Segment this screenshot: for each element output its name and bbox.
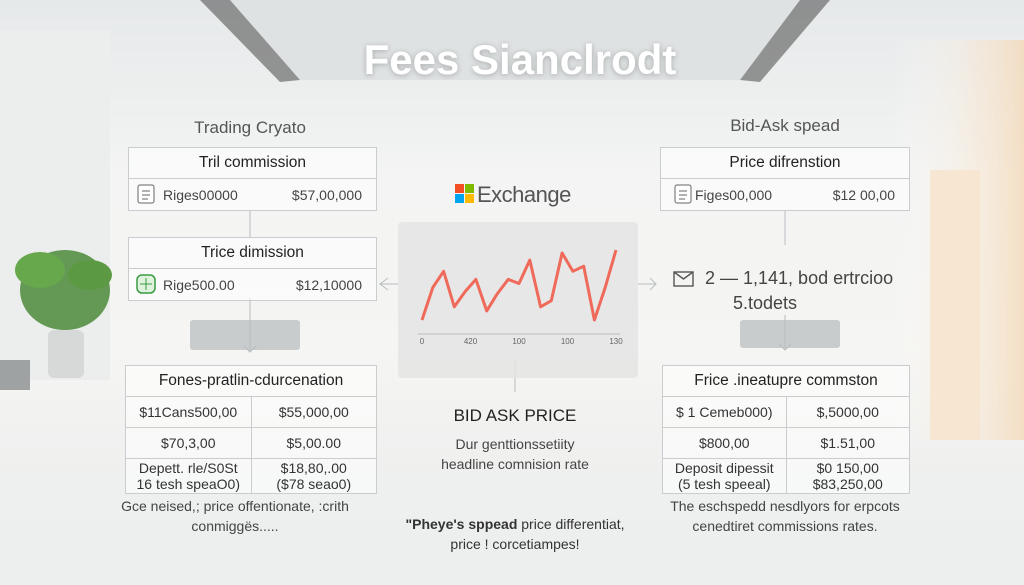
- box-row: $800,00 $1.51,00: [663, 428, 909, 459]
- cell: $1.51,00: [820, 435, 876, 451]
- quote-rest: price differentiat, price ! corcetiampes…: [450, 516, 625, 552]
- box-header: Trice dimission: [129, 238, 376, 269]
- quote-bold: "Pheye's sppead: [405, 516, 518, 532]
- left-heading: Trading Cryato: [194, 118, 306, 137]
- row-value: $12,10000: [295, 276, 362, 293]
- row-label: Rige500.00: [163, 276, 235, 293]
- cell: $800,00: [663, 428, 787, 458]
- box-row: Riges00000 $57,00,000: [129, 179, 376, 210]
- row-label: Figes00,000: [695, 186, 773, 203]
- cell: $5,00.00: [286, 435, 342, 451]
- cell: $55,000,00: [278, 404, 349, 420]
- center-subtitle: Dur genttionssetiity headline comnision …: [441, 436, 589, 472]
- x-tick-label: 130: [609, 337, 623, 346]
- mail-icon: [673, 271, 694, 287]
- left-footer: Gce neised,; price offentionate, :crith …: [121, 498, 349, 534]
- x-tick-label: 0: [420, 337, 425, 346]
- box-row: Rige500.00 $12,10000: [129, 269, 376, 300]
- box-header: Fones-pratlin-cdurcenation: [126, 366, 376, 397]
- cell: $0 150,00 $83,250,00: [812, 460, 883, 492]
- left-box-2: Trice dimission Rige500.00 $12,10000: [128, 237, 377, 301]
- box-row: Depett. rle/S0St 16 tesh speaO0) $18,80,.…: [126, 459, 376, 493]
- cell: $70,3,00: [126, 428, 252, 458]
- left-box-1: Tril commission Riges00000 $57,00,000: [128, 147, 377, 211]
- row-value: $12 00,00: [832, 186, 895, 203]
- row-value: $57,00,000: [291, 186, 362, 203]
- cell: $18,80,.00 ($78 seao0): [276, 460, 352, 492]
- box-row: Deposit dipessit (5 tesh speeal) $0 150,0…: [663, 459, 909, 493]
- box-row: $11Cans500,00 $55,000,00: [126, 397, 376, 428]
- box-header: Price difrenstion: [661, 148, 909, 179]
- right-note: 2 — 1,141, bod ertrcioo: [705, 268, 894, 288]
- right-box-1: Price difrenstion Figes00,000 $12 00,00: [660, 147, 910, 211]
- title: Fees Sianclrodt: [363, 36, 677, 83]
- box-row: $ 1 Cemeb000) $,5000,00: [663, 397, 909, 428]
- cell: Depett. rle/S0St 16 tesh speaO0): [126, 459, 252, 493]
- box-row: Figes00,000 $12 00,00: [661, 179, 909, 210]
- right-box-3: Frice .ineatupre commston $ 1 Cemeb000) $…: [662, 365, 910, 494]
- grid-icon: [136, 274, 156, 294]
- cell: $11Cans500,00: [126, 397, 252, 427]
- box-header: Tril commission: [129, 148, 376, 179]
- right-note: 5.todets: [732, 293, 798, 313]
- x-tick-label: 420: [464, 337, 478, 346]
- cell: $ 1 Cemeb000): [663, 397, 787, 427]
- arrow: [243, 345, 257, 353]
- right-heading: Bid-Ask spead: [730, 116, 840, 135]
- left-box-3: Fones-pratlin-cdurcenation $11Cans500,00…: [125, 365, 377, 494]
- doc-icon: [674, 184, 692, 204]
- cell: Deposit dipessit (5 tesh speeal): [663, 459, 787, 493]
- chart-panel: [398, 222, 638, 378]
- center-quote: "Pheye's sppead price differentiat, pric…: [380, 514, 650, 554]
- arrow: [649, 277, 657, 291]
- line-chart: 0 420 100 100 130: [398, 222, 638, 378]
- logo-icon: [455, 184, 474, 203]
- arrow: [778, 343, 792, 351]
- cell: $,5000,00: [816, 404, 879, 420]
- x-tick-label: 100: [561, 337, 575, 346]
- doc-icon: [137, 184, 155, 204]
- right-footer: The eschspedd nesdlyors for erpcots cene…: [670, 498, 900, 534]
- data-line: [420, 249, 618, 322]
- center-heading: BID ASK PRICE: [453, 406, 577, 425]
- row-label: Riges00000: [163, 186, 238, 203]
- box-row: $70,3,00 $5,00.00: [126, 428, 376, 459]
- x-tick-label: 100: [512, 337, 526, 346]
- logo-text: Exchange: [477, 182, 571, 207]
- box-header: Frice .ineatupre commston: [663, 366, 909, 397]
